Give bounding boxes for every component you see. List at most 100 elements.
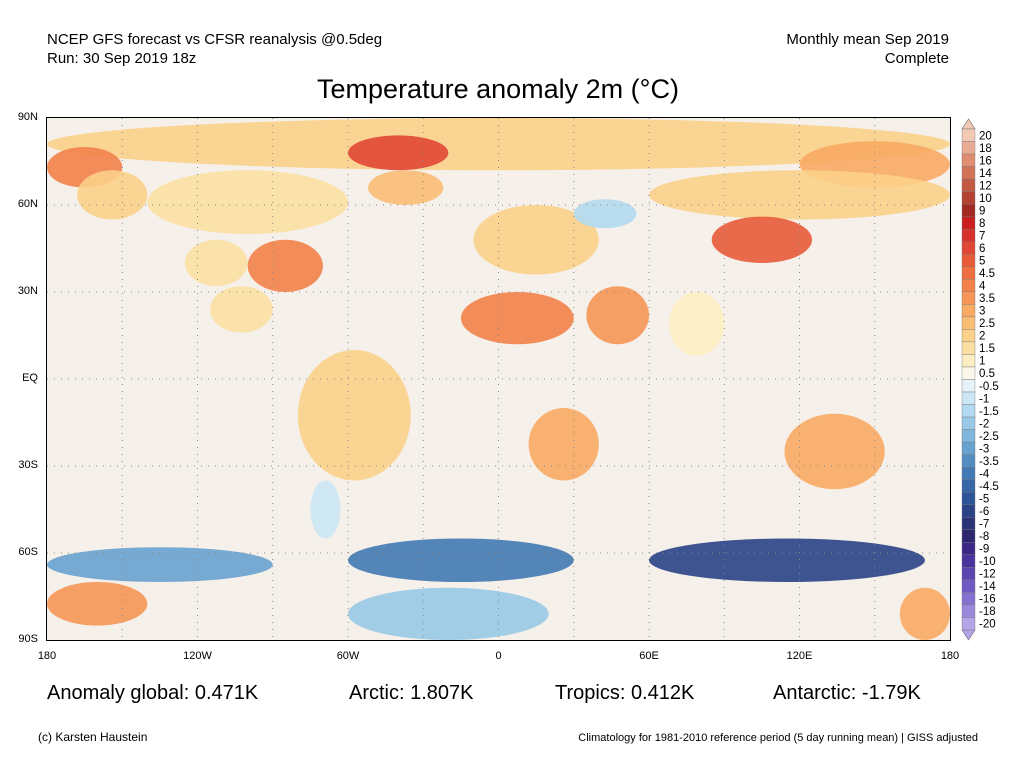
anomaly-region-southern-ocean-indian	[649, 538, 925, 582]
colorbar-swatch	[961, 266, 976, 280]
anomaly-map	[47, 118, 950, 640]
anomaly-region-usa-east	[247, 239, 323, 292]
model-title: NCEP GFS forecast vs CFSR reanalysis @0.…	[47, 31, 383, 48]
anomaly-region-russia-west	[573, 199, 637, 229]
colorbar-swatch	[961, 554, 976, 568]
colorbar-label: -9	[979, 544, 989, 556]
anomaly-region-usa-west	[184, 239, 248, 287]
colorbar-label: 1.5	[979, 343, 995, 355]
colorbar-swatch	[961, 492, 976, 505]
colorbar-label: -0.5	[979, 381, 999, 393]
colorbar-label: 1	[979, 356, 985, 368]
colorbar-swatch	[961, 404, 976, 418]
colorbar-label: 9	[979, 205, 985, 217]
arctic-anomaly: Arctic: 1.807K	[349, 682, 474, 704]
colorbar-label: -12	[979, 569, 996, 581]
colorbar-label: -7	[979, 519, 989, 531]
colorbar-label: -14	[979, 581, 996, 593]
header-left: NCEP GFS forecast vs CFSR reanalysis @0.…	[47, 30, 382, 68]
colorbar-label: -4.5	[979, 481, 999, 493]
colorbar-swatch	[961, 228, 976, 242]
colorbar-label: -3	[979, 443, 989, 455]
colorbar-label: -10	[979, 556, 996, 568]
colorbar-swatch	[961, 466, 976, 480]
colorbar-label: -16	[979, 594, 996, 606]
colorbar-swatch	[961, 354, 976, 368]
colorbar-label: -3.5	[979, 456, 999, 468]
anomaly-region-antarctica-ross	[899, 587, 950, 640]
colorbar-swatch	[961, 128, 976, 142]
colorbar-label: -18	[979, 606, 996, 618]
colorbar-swatch	[961, 291, 976, 305]
colorbar-label: -4	[979, 468, 990, 480]
anomaly-region-alaska	[77, 170, 148, 220]
lat-label: EQ	[22, 372, 38, 384]
colorbar-swatch	[961, 379, 976, 393]
colorbar-label: -20	[979, 619, 996, 631]
lon-label: 60E	[639, 650, 659, 662]
run-time: Run: 30 Sep 2019 18z	[47, 50, 197, 67]
colorbar-label: 16	[979, 155, 992, 167]
colorbar-swatch	[961, 254, 976, 267]
colorbar-label: 4	[979, 281, 986, 293]
colorbar-label: 2	[979, 331, 985, 343]
colorbar-label: 8	[979, 218, 985, 230]
colorbar-swatch	[961, 504, 976, 518]
lon-label: 180	[940, 650, 960, 662]
colorbar-swatch	[961, 604, 976, 618]
lon-label: 60W	[336, 650, 360, 662]
tropics-anomaly: Tropics: 0.412K	[555, 682, 695, 704]
colorbar-swatch	[961, 592, 976, 606]
climatology-note: Climatology for 1981-2010 reference peri…	[578, 732, 978, 744]
colorbar-label: 2.5	[979, 318, 995, 330]
antarctic-anomaly: Antarctic: -1.79K	[773, 682, 921, 704]
colorbar-swatch	[961, 178, 976, 192]
colorbar-label: 10	[979, 193, 992, 205]
colorbar-swatch	[961, 279, 976, 293]
colorbar-swatch	[961, 454, 976, 468]
anomaly-region-southern-ocean-pacific	[47, 547, 273, 582]
anomaly-region-patagonia	[310, 480, 341, 539]
colorbar-swatch	[961, 441, 976, 455]
colorbar-swatch	[961, 617, 976, 631]
colorbar-swatch	[961, 329, 976, 343]
lat-label: 60S	[18, 546, 38, 558]
header-right: Monthly mean Sep 2019 Complete	[786, 30, 949, 68]
colorbar-swatch	[961, 241, 976, 255]
colorbar-swatch	[961, 141, 976, 155]
anomaly-region-mexico	[210, 286, 273, 333]
status-label: Complete	[884, 50, 949, 67]
colorbar-label: 3.5	[979, 293, 995, 305]
anomaly-region-arctic-ocean	[47, 118, 950, 171]
colorbar-label: 4.5	[979, 268, 995, 280]
colorbar-swatch	[961, 542, 976, 556]
lon-label: 120W	[183, 650, 212, 662]
copyright: (c) Karsten Haustein	[38, 730, 148, 744]
lat-label: 90N	[17, 111, 38, 123]
anomaly-region-mongolia	[711, 216, 813, 263]
colorbar-swatch	[961, 216, 976, 230]
lat-label: 90S	[18, 633, 38, 645]
global-anomaly: Anomaly global: 0.471K	[47, 682, 259, 704]
colorbar-label: 18	[979, 143, 992, 155]
colorbar-label: 12	[979, 180, 992, 192]
colorbar-bottom-arrow	[961, 629, 976, 641]
colorbar-swatch	[961, 304, 976, 318]
colorbar-swatch	[961, 579, 976, 593]
colorbar-label: -5	[979, 493, 989, 505]
colorbar-label: -6	[979, 506, 989, 518]
colorbar-swatch	[961, 366, 976, 380]
anomaly-region-canada	[147, 170, 348, 234]
colorbar-label: 5	[979, 256, 985, 268]
colorbar-top-arrow	[961, 118, 976, 130]
anomaly-region-europe	[473, 205, 599, 275]
colorbar-swatch	[961, 191, 976, 205]
anomaly-region-australia	[784, 413, 885, 490]
colorbar-label: 6	[979, 243, 985, 255]
colorbar-label: 20	[979, 130, 992, 142]
colorbar-label: -2	[979, 418, 989, 430]
map-panel	[46, 117, 951, 641]
colorbar-label: -2.5	[979, 431, 999, 443]
anomaly-region-south-america	[297, 350, 411, 481]
colorbar-swatch	[961, 567, 976, 581]
